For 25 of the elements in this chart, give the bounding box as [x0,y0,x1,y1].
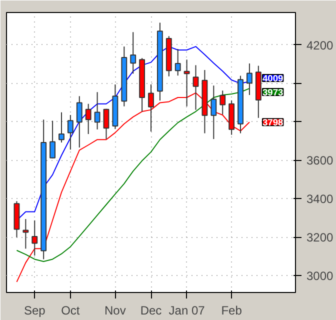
x-tick-label: Nov [104,304,126,318]
y-tick-label: 3000 [306,269,334,284]
candlestick [210,85,217,140]
y-tick-label: 3200 [306,230,334,245]
data-label: 3973 [262,87,284,98]
candlestick [103,108,110,140]
candlestick [22,218,29,250]
candlestick [58,112,64,143]
x-tick-label: Feb [221,304,242,318]
candlestick [246,62,252,96]
candlestick [50,120,56,159]
candlestick [76,96,82,148]
y-tick-label: 3400 [306,192,334,206]
candlestick [130,32,136,74]
y-tick-label: 3600 [306,154,334,168]
candlestick [32,220,38,256]
candlestick [94,92,100,130]
candlestick [67,114,74,150]
x-tick-label: Jan 07 [168,304,206,318]
candlestick [85,103,92,135]
x-tick-label: Sep [24,304,46,318]
y-tick-label: 4200 [306,38,334,52]
candlestick [174,48,181,76]
x-tick-label: Oct [61,304,80,318]
x-tick-label: Dec [140,304,162,318]
